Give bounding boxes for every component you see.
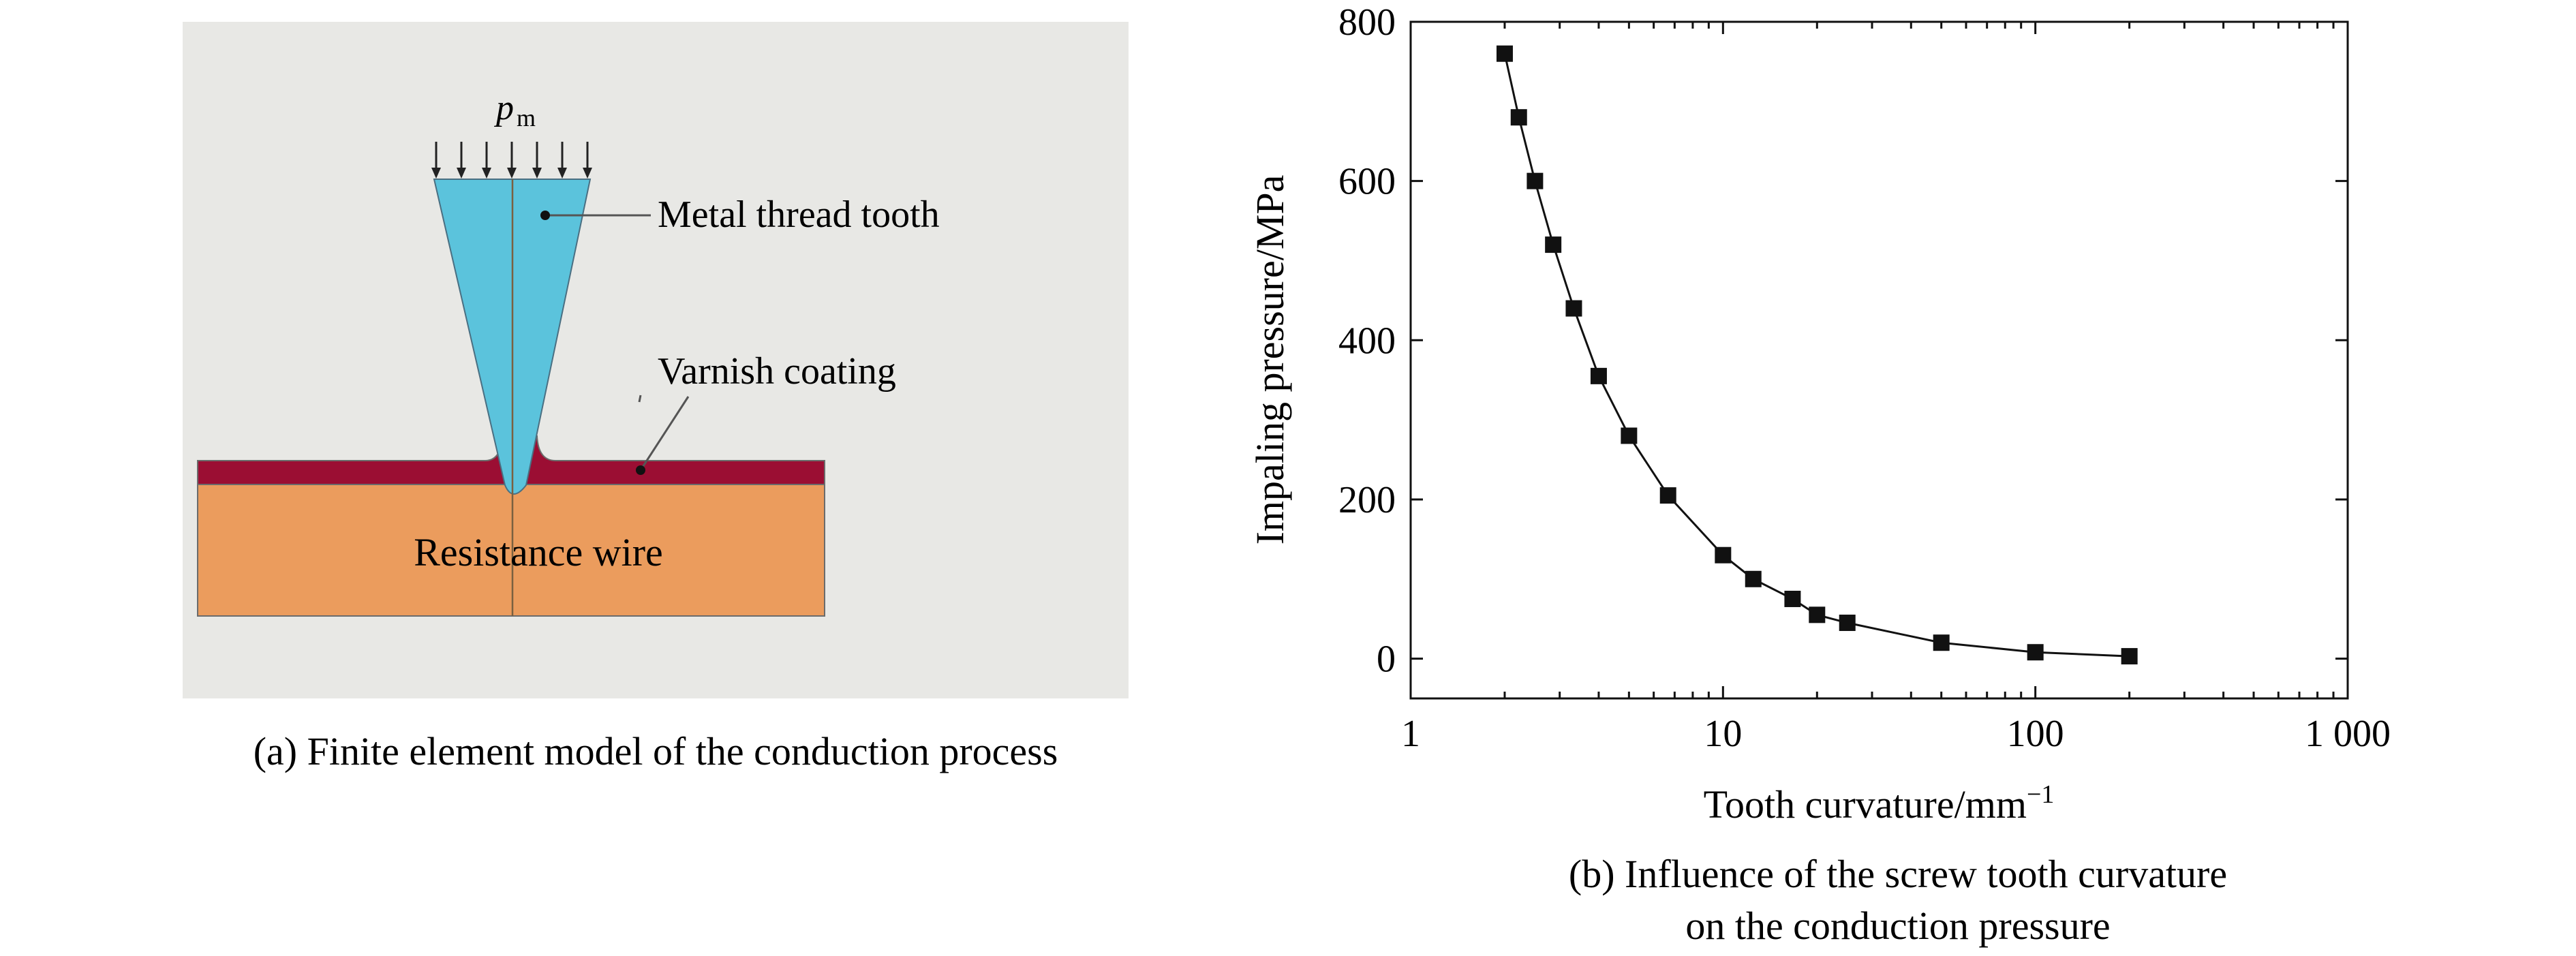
data-point bbox=[1745, 570, 1762, 587]
x-axis-ticks: 1 10 100 1 000 bbox=[1401, 22, 2391, 755]
x-axis-label-superscript: −1 bbox=[2027, 780, 2054, 809]
data-point bbox=[1510, 109, 1527, 126]
data-point bbox=[1839, 615, 1856, 632]
coating-leader-dot bbox=[636, 465, 645, 475]
panel-b: 1 10 100 1 000 0 200 400 600 800 Tooth curvatur… bbox=[1248, 1, 2391, 948]
data-point bbox=[1621, 427, 1638, 444]
y-tick-label: 600 bbox=[1338, 161, 1396, 203]
data-point bbox=[1933, 634, 1950, 651]
y-axis-label: Impaling pressure/MPa bbox=[1248, 175, 1292, 545]
tooth-label: Metal thread tooth bbox=[658, 194, 940, 236]
caption-b-line2: on the conduction pressure bbox=[1685, 904, 2110, 948]
coating-label: Varnish coating bbox=[658, 350, 896, 392]
load-arrow-head bbox=[431, 168, 441, 179]
series-line bbox=[1503, 53, 2130, 658]
y-tick-label: 0 bbox=[1377, 638, 1396, 681]
data-point bbox=[1590, 367, 1607, 384]
load-label-subscript: m bbox=[517, 104, 536, 132]
wire-label: Resistance wire bbox=[414, 530, 663, 574]
caption-a: (a) Finite element model of the conducti… bbox=[254, 729, 1058, 773]
load-arrow-head bbox=[457, 168, 466, 179]
y-tick-label: 800 bbox=[1338, 1, 1396, 44]
y-tick-label: 200 bbox=[1338, 479, 1396, 521]
resistance-wire bbox=[197, 484, 825, 617]
caption-b-line1: (b) Influence of the screw tooth curvatu… bbox=[1569, 852, 2227, 896]
data-point bbox=[1715, 546, 1732, 564]
data-point bbox=[1496, 45, 1513, 62]
data-point bbox=[1545, 236, 1562, 253]
data-point bbox=[1565, 300, 1582, 317]
data-point bbox=[1809, 606, 1826, 623]
x-tick-label: 1 bbox=[1401, 713, 1420, 755]
data-point bbox=[1527, 172, 1544, 189]
data-series bbox=[1496, 45, 2138, 665]
tooth-leader-dot bbox=[540, 211, 550, 220]
coating-leader-line bbox=[639, 396, 690, 471]
x-tick-label: 100 bbox=[2007, 713, 2064, 755]
data-point bbox=[1659, 487, 1676, 504]
y-axis-ticks: 0 200 400 600 800 bbox=[1338, 1, 2348, 681]
x-tick-label: 1 000 bbox=[2305, 713, 2391, 755]
data-point bbox=[1784, 590, 1801, 607]
coating-leader bbox=[638, 395, 642, 403]
data-point bbox=[2121, 648, 2138, 665]
load-arrows bbox=[431, 142, 592, 179]
load-arrow-head bbox=[507, 168, 517, 179]
load-arrow-head bbox=[583, 168, 592, 179]
load-arrow-head bbox=[557, 168, 567, 179]
y-tick-label: 400 bbox=[1338, 320, 1396, 362]
load-arrow-head bbox=[482, 168, 491, 179]
load-arrow-head bbox=[532, 168, 542, 179]
plot-frame bbox=[1409, 20, 2349, 700]
x-axis-label: Tooth curvature/mm−1 bbox=[1704, 780, 2055, 827]
x-tick-label: 10 bbox=[1704, 713, 1742, 755]
data-point bbox=[2027, 644, 2044, 661]
